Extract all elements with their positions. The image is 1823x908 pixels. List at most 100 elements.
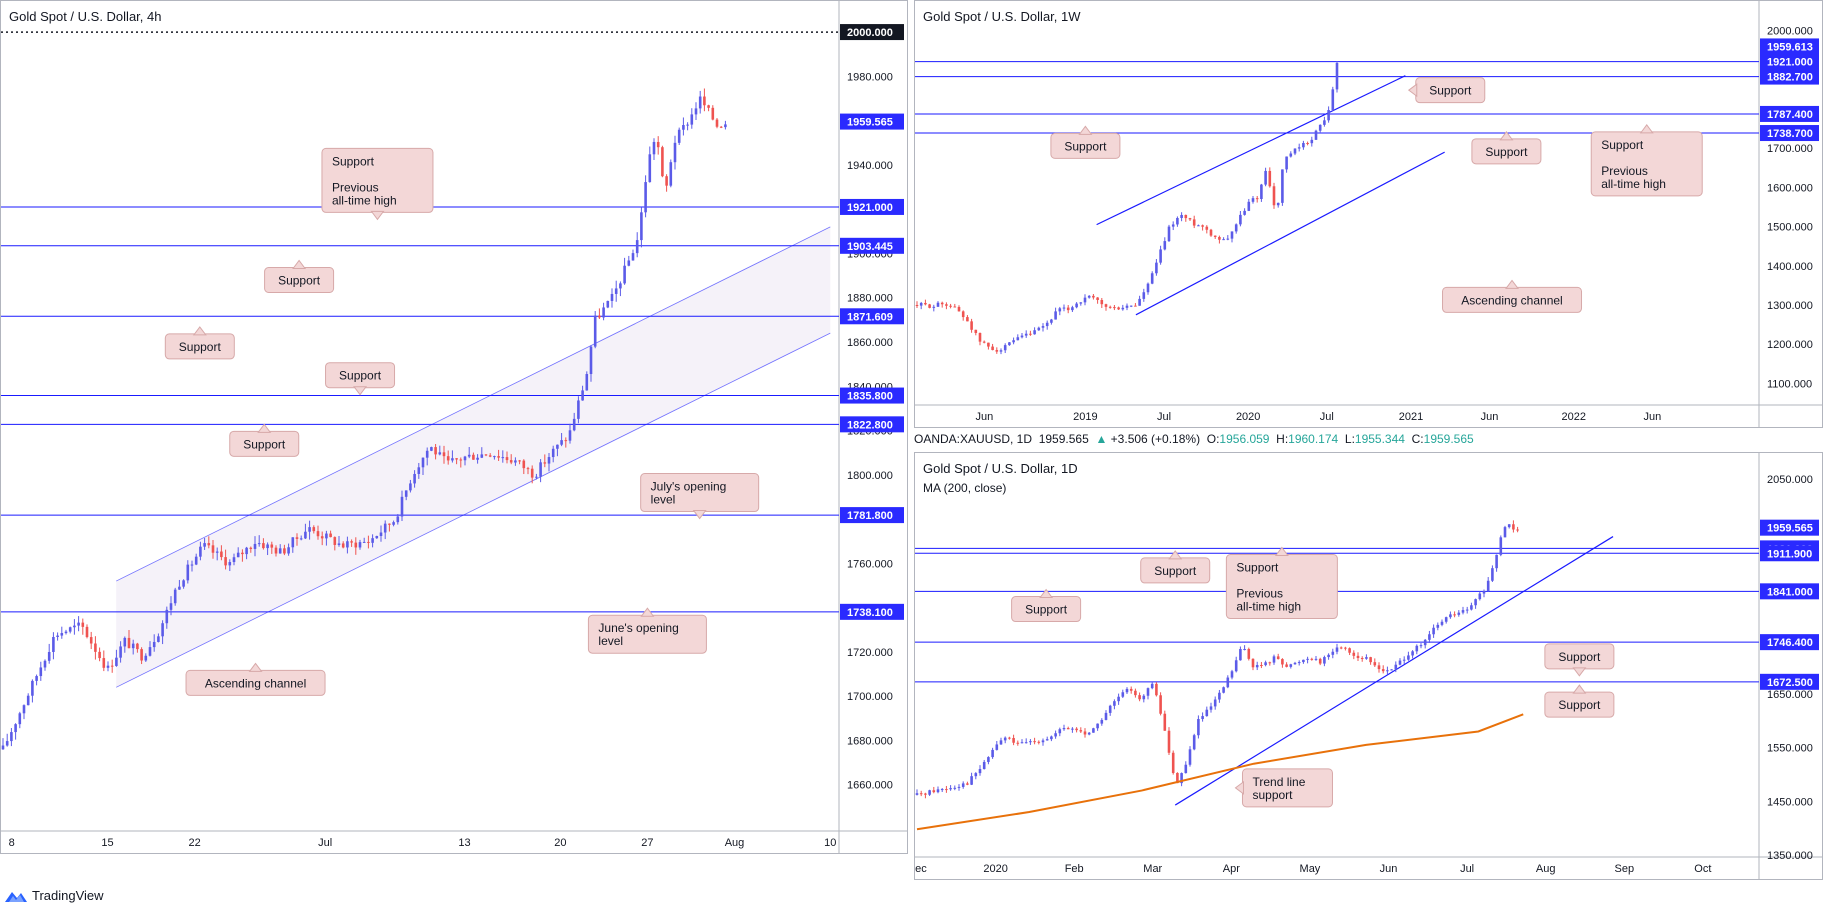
annotation-text: all-time high	[332, 193, 397, 207]
candle-body	[648, 154, 652, 183]
candle-body	[1117, 307, 1120, 310]
price-tag-label: 1787.400	[1767, 109, 1813, 121]
price-tag	[840, 507, 904, 524]
candle-body	[1045, 739, 1049, 741]
panel-separator[interactable]	[908, 0, 914, 908]
candle-body	[56, 635, 59, 638]
candle-body	[488, 455, 492, 457]
candle-body	[127, 637, 131, 649]
tradingview-brand[interactable]: TradingView	[4, 888, 104, 903]
candle-body	[1155, 262, 1158, 274]
annotation-text: Support	[1558, 698, 1601, 712]
candle-body	[249, 547, 253, 549]
candle-body	[1171, 752, 1175, 773]
candle-body	[974, 329, 978, 333]
candle-body	[375, 536, 379, 539]
candle-body	[1381, 669, 1385, 672]
candle-body	[1201, 225, 1204, 227]
candle-body	[1369, 657, 1372, 663]
candle-body	[619, 283, 622, 289]
candle-body	[1045, 322, 1049, 327]
candle-body	[47, 651, 51, 661]
candle-body	[1491, 568, 1494, 581]
x-tick-label: Jun	[1380, 863, 1398, 875]
candle-body	[949, 788, 952, 790]
candle-body	[291, 537, 295, 548]
candle-body	[215, 551, 219, 553]
candle-body	[1134, 305, 1137, 307]
candle-body	[1407, 655, 1410, 660]
price-tag-label: 2000.000	[847, 27, 893, 39]
chart-panel-4h[interactable]: 1660.0001680.0001700.0001720.0001740.000…	[0, 0, 908, 854]
y-tick-label: 1800.000	[847, 470, 893, 482]
brand-name: TradingView	[32, 888, 104, 903]
annotation-text: Support	[1025, 603, 1068, 617]
candles	[915, 520, 1519, 799]
candle-body	[451, 458, 454, 461]
x-tick-label: 10	[824, 837, 836, 849]
annotation-pointer	[248, 662, 263, 672]
ohlc-high-label: H:	[1276, 432, 1289, 446]
annotation-text: Previous	[332, 180, 379, 194]
candle-body	[73, 625, 76, 628]
annotation-pointer	[1407, 83, 1418, 98]
candle-body	[1012, 737, 1015, 743]
candle-body	[1138, 298, 1141, 306]
candle-body	[945, 304, 948, 306]
chart-panel-weekly[interactable]: 1100.000 1200.000 1300.000 1400.000 1500.000…	[914, 0, 1823, 428]
candle-body	[945, 789, 948, 791]
candle-body	[1121, 692, 1125, 697]
candle-body	[644, 182, 647, 213]
x-tick-label: 2020	[1236, 411, 1260, 423]
annotation-callout: Support	[1544, 684, 1615, 718]
ohlc-last: 1959.565	[1038, 432, 1089, 446]
candle-body	[711, 107, 715, 120]
candle-body	[694, 108, 698, 115]
candle-body	[1302, 659, 1305, 663]
candle-body	[1075, 728, 1078, 731]
candle-body	[60, 633, 64, 636]
chart-panel-daily[interactable]: 1350.000 1450.000 1550.000 1650.000 2050.000…	[914, 452, 1823, 880]
y-tick-label: 1100.000	[1767, 378, 1812, 390]
candle-body	[1012, 340, 1015, 343]
candle-body	[690, 114, 694, 125]
chart-daily[interactable]: 1350.000 1450.000 1550.000 1650.000 2050.000…	[915, 453, 1823, 880]
candle-body	[1209, 229, 1213, 236]
candle-body	[1213, 699, 1217, 707]
candle-body	[152, 641, 156, 648]
annotation-callout: Ascending channel	[185, 662, 326, 696]
chart-4h[interactable]: 1660.0001680.0001700.0001720.0001740.000…	[1, 1, 908, 854]
annotation-callout: Support	[1471, 131, 1542, 165]
candle-body	[1041, 326, 1045, 328]
candle-body	[287, 547, 290, 554]
candle-body	[1411, 651, 1414, 656]
candle-body	[1285, 156, 1288, 170]
candle-body	[1155, 683, 1158, 696]
price-tag	[840, 24, 904, 41]
candle-body	[1079, 730, 1083, 732]
candle-body	[1066, 728, 1070, 730]
candle-body	[1121, 307, 1125, 310]
y-tick-label: 1300.000	[1767, 300, 1813, 312]
annotation-text: Support	[1601, 138, 1644, 152]
candle-body	[1163, 713, 1167, 731]
candle-body	[953, 787, 957, 789]
candle-body	[1159, 249, 1162, 263]
y-tick-label: 1860.000	[847, 337, 893, 349]
annotation-text: Support	[332, 154, 375, 168]
x-tick-label: 22	[188, 837, 200, 849]
candle-body	[602, 307, 605, 318]
candle-body	[241, 552, 244, 555]
candle-body	[1234, 660, 1238, 672]
candle-body	[68, 627, 72, 632]
candle-body	[417, 467, 421, 474]
candle-body	[1432, 627, 1435, 635]
candle-body	[978, 332, 982, 342]
y-tick-label: 1450.000	[1767, 796, 1813, 808]
chart-weekly[interactable]: 1100.000 1200.000 1300.000 1400.000 1500.000…	[915, 1, 1823, 428]
candle-body	[1100, 299, 1104, 305]
candle-body	[1377, 665, 1381, 670]
candle-body	[459, 459, 463, 461]
